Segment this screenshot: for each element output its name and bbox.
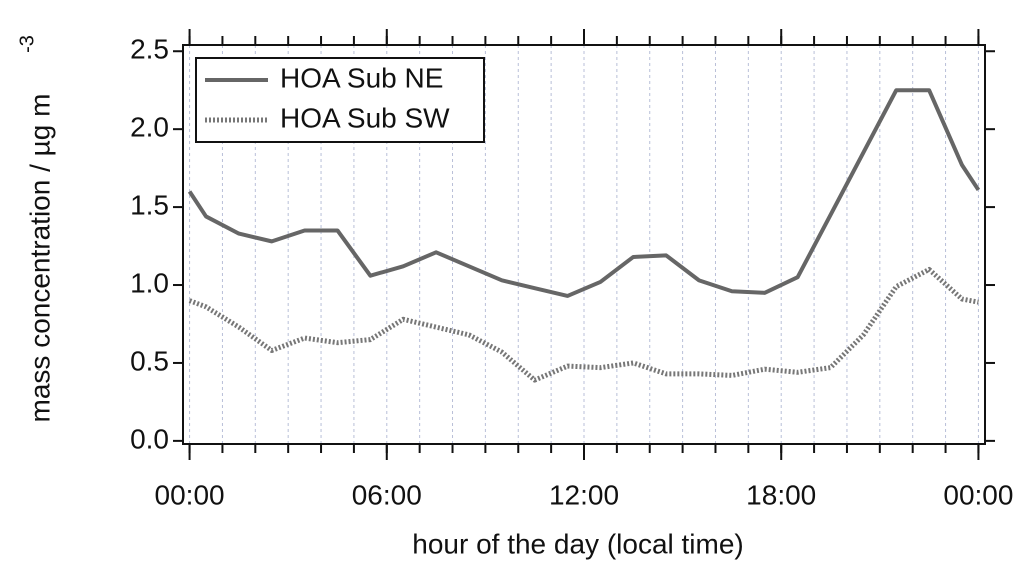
legend-label: HOA Sub NE (280, 62, 443, 93)
y-axis-label: mass concentration / µg m (24, 94, 55, 423)
series-line (187, 88, 981, 298)
x-axis-label: hour of the day (local time) (412, 528, 744, 559)
x-tick-label: 00:00 (943, 479, 1013, 510)
y-tick-label: 2.0 (130, 112, 169, 143)
y-tick-label: 2.5 (130, 34, 169, 65)
legend-box (195, 57, 485, 143)
y-tick-label: 1.5 (130, 189, 169, 220)
x-tick-label: 00:00 (155, 479, 225, 510)
series-line (188, 266, 979, 383)
legend-label: HOA Sub SW (280, 102, 450, 133)
x-tick-label: 18:00 (746, 479, 816, 510)
x-tick-label: 06:00 (352, 479, 422, 510)
plot-frame (182, 44, 986, 445)
y-tick-label: 0.0 (130, 423, 169, 454)
y-tick-label: 1.0 (130, 267, 169, 298)
y-axis-label-superscript: -3 (16, 35, 38, 53)
x-tick-label: 12:00 (549, 479, 619, 510)
y-tick-label: 0.5 (130, 345, 169, 376)
